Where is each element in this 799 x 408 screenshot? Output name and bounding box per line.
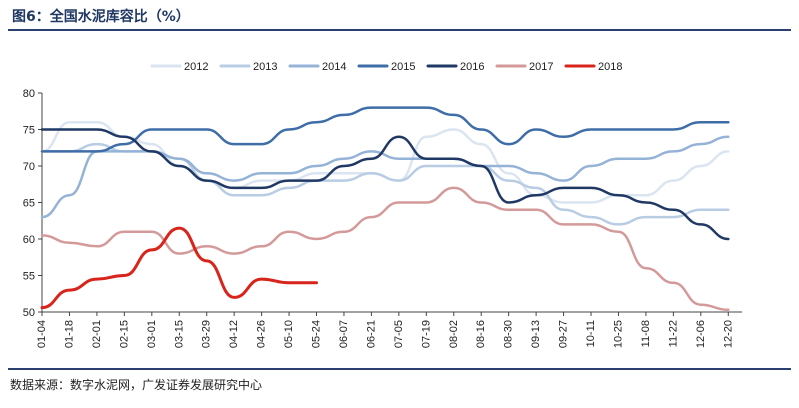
x-tick-label: 02-15 bbox=[118, 320, 130, 348]
source-note: 数据来源：数字水泥网，广发证券发展研究中心 bbox=[10, 378, 263, 392]
x-tick-label: 09-27 bbox=[558, 320, 570, 348]
x-tick-label: 07-05 bbox=[393, 320, 405, 348]
x-tick-label: 11-08 bbox=[640, 320, 652, 347]
x-tick-label: 03-01 bbox=[146, 320, 158, 348]
x-tick-label: 02-01 bbox=[91, 320, 103, 348]
line-chart: 2012 2013 2014 2015 2016 2017 2018 50 55 60 65 70 7… bbox=[23, 61, 742, 348]
x-tick-label: 04-26 bbox=[256, 320, 268, 348]
x-tick-label: 11-22 bbox=[667, 320, 679, 347]
series-line-2012 bbox=[40, 120, 730, 204]
x-axis: 01-04 01-18 02-01 02-15 03-01 03-15 03-29 04-12… bbox=[36, 311, 742, 348]
y-tick-label: 50 bbox=[23, 307, 35, 319]
series-line-2018 bbox=[40, 226, 318, 310]
x-tick-label: 08-30 bbox=[503, 320, 515, 348]
series-line-2016 bbox=[40, 128, 730, 241]
top-rule bbox=[8, 29, 791, 31]
x-tick-label: 05-10 bbox=[283, 320, 295, 348]
y-tick-label: 55 bbox=[23, 271, 35, 283]
legend-label-2016: 2016 bbox=[460, 61, 484, 73]
x-tick-label: 06-07 bbox=[338, 320, 350, 348]
x-tick-label: 04-12 bbox=[228, 320, 240, 348]
legend-label-2015: 2015 bbox=[391, 61, 415, 73]
legend-label-2018: 2018 bbox=[598, 61, 622, 73]
x-tick-label: 01-18 bbox=[63, 320, 75, 348]
legend-label-2017: 2017 bbox=[529, 61, 553, 73]
legend-label-2014: 2014 bbox=[322, 61, 346, 73]
x-tick-label: 06-21 bbox=[365, 320, 377, 348]
legend-label-2012: 2012 bbox=[184, 61, 208, 73]
legend-label-2013: 2013 bbox=[253, 61, 277, 73]
x-tick-label: 08-16 bbox=[475, 320, 487, 348]
y-tick-label: 75 bbox=[23, 125, 35, 137]
x-tick-label: 05-24 bbox=[311, 320, 323, 348]
x-tick-label: 10-11 bbox=[585, 320, 597, 347]
x-tick-label: 01-04 bbox=[36, 320, 48, 348]
chart-legend: 2012 2013 2014 2015 2016 2017 2018 bbox=[150, 61, 622, 73]
x-tick-label: 03-29 bbox=[201, 320, 213, 348]
y-tick-label: 80 bbox=[23, 88, 35, 100]
y-tick-label: 60 bbox=[23, 234, 35, 246]
y-axis: 50 55 60 65 70 75 80 bbox=[23, 88, 43, 319]
x-tick-label: 07-19 bbox=[420, 320, 432, 348]
series-line-2017 bbox=[40, 186, 730, 312]
y-tick-label: 70 bbox=[23, 161, 35, 173]
x-tick-label: 03-15 bbox=[173, 320, 185, 348]
y-tick-label: 65 bbox=[23, 198, 35, 210]
x-tick-label: 09-13 bbox=[530, 320, 542, 348]
series-line-2015 bbox=[40, 106, 730, 153]
figure-title: 图6：全国水泥库容比（%） bbox=[12, 9, 190, 25]
x-tick-label: 08-02 bbox=[448, 320, 460, 348]
x-tick-label: 12-06 bbox=[695, 320, 707, 348]
x-tick-label: 10-25 bbox=[612, 320, 624, 348]
plot-area bbox=[40, 106, 730, 312]
x-tick-label: 12-20 bbox=[722, 320, 734, 348]
bottom-rule bbox=[8, 368, 791, 370]
